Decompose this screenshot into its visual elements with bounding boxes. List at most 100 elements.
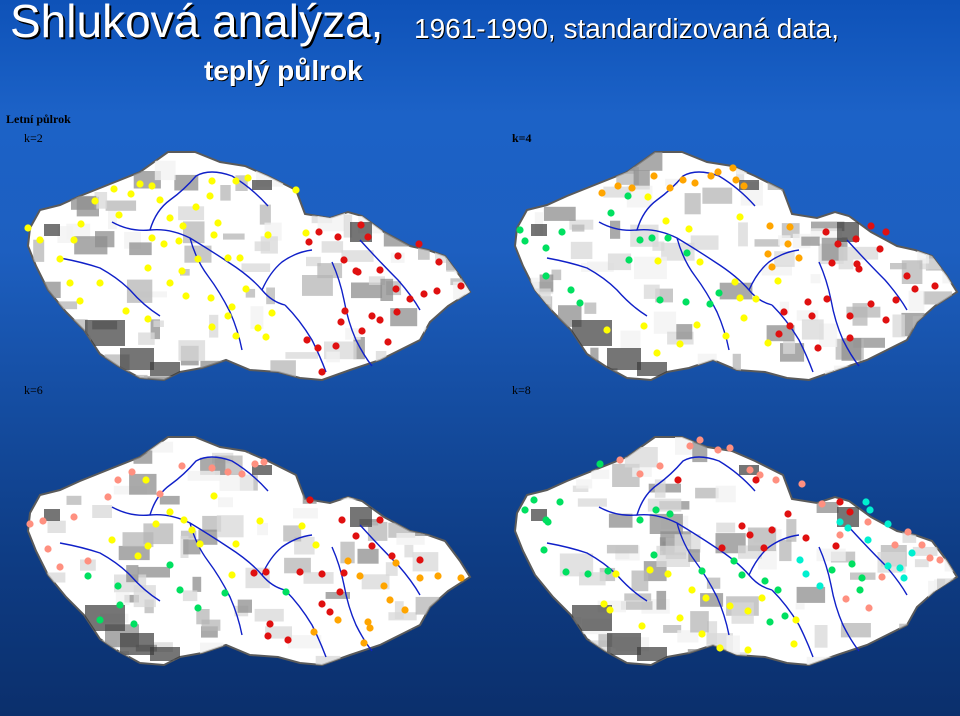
terrain-cell bbox=[539, 274, 554, 292]
station-dot-yellow bbox=[127, 190, 135, 198]
title-subtitle: 1961-1990, standardizovaná data, bbox=[414, 13, 839, 44]
terrain-cell bbox=[341, 250, 374, 262]
station-dot-green bbox=[652, 506, 660, 514]
station-dot-yellow bbox=[208, 177, 216, 185]
station-dot-yellow bbox=[134, 552, 142, 560]
terrain-cell bbox=[92, 505, 112, 518]
station-dot-salmon bbox=[84, 557, 92, 565]
terrain-cell bbox=[33, 239, 45, 262]
terrain-cell bbox=[620, 330, 641, 350]
terrain-cell bbox=[80, 559, 96, 571]
station-dot-green bbox=[625, 256, 633, 264]
station-dot-yellow bbox=[207, 294, 215, 302]
station-dot-yellow bbox=[56, 255, 64, 263]
terrain-cell bbox=[652, 241, 665, 251]
terrain-cell bbox=[174, 174, 199, 191]
river bbox=[111, 221, 286, 306]
panel-header: Letní půlrok bbox=[6, 112, 71, 126]
terrain-cell bbox=[881, 493, 908, 517]
station-dot-green bbox=[221, 589, 229, 597]
station-dot-orange bbox=[310, 628, 318, 636]
terrain-cell bbox=[315, 655, 341, 665]
terrain-cell bbox=[801, 319, 824, 340]
terrain-cell bbox=[287, 635, 322, 649]
terrain-cell bbox=[706, 577, 721, 589]
station-dot-yellow bbox=[731, 278, 739, 286]
station-dot-yellow bbox=[664, 570, 672, 578]
station-dot-red bbox=[376, 266, 384, 274]
station-dot-salmon bbox=[224, 468, 232, 476]
station-dot-red bbox=[354, 268, 362, 276]
station-dot-orange bbox=[729, 164, 737, 172]
terrain-cell bbox=[570, 241, 593, 259]
terrain-cell bbox=[738, 222, 748, 247]
station-dot-yellow bbox=[752, 295, 760, 303]
station-dot-green bbox=[607, 209, 615, 217]
station-dot-red bbox=[250, 569, 258, 577]
terrain-cell bbox=[250, 306, 264, 329]
station-dot-red bbox=[337, 318, 345, 326]
station-dot-green bbox=[558, 228, 566, 236]
station-dot-salmon bbox=[178, 462, 186, 470]
station-dot-red bbox=[388, 552, 396, 560]
station-dot-yellow bbox=[264, 231, 272, 239]
terrain-cell bbox=[842, 468, 875, 492]
station-dot-yellow bbox=[194, 255, 202, 263]
river bbox=[111, 506, 286, 591]
terrain-cell bbox=[126, 279, 153, 303]
terrain-cell bbox=[690, 611, 709, 633]
station-dot-yellow bbox=[758, 594, 766, 602]
panel-label-k4: k=4 bbox=[512, 131, 532, 145]
station-dot-yellow bbox=[96, 279, 104, 287]
station-dot-yellow bbox=[302, 229, 310, 237]
terrain-cell bbox=[690, 235, 719, 250]
station-dot-salmon bbox=[656, 462, 664, 470]
station-dot-salmon bbox=[44, 545, 52, 553]
station-dot-green bbox=[856, 586, 864, 594]
station-dot-yellow bbox=[644, 193, 652, 201]
station-dot-red bbox=[306, 496, 314, 504]
terrain-cell bbox=[47, 572, 66, 583]
terrain-cell bbox=[838, 246, 854, 270]
terrain-cell bbox=[853, 337, 885, 348]
station-dot-salmon bbox=[128, 468, 136, 476]
station-dot-salmon bbox=[208, 464, 216, 472]
terrain-cell bbox=[302, 275, 333, 296]
terrain-cell bbox=[937, 518, 957, 536]
terrain-cell bbox=[932, 606, 957, 627]
station-dot-red bbox=[852, 235, 860, 243]
mountain-shading bbox=[739, 180, 759, 190]
terrain-cell bbox=[343, 214, 353, 238]
station-dot-yellow bbox=[206, 192, 214, 200]
station-dot-salmon bbox=[865, 604, 873, 612]
terrain-cell bbox=[380, 278, 394, 301]
station-dot-red bbox=[334, 233, 342, 241]
station-dot-orange bbox=[666, 184, 674, 192]
station-dot-red bbox=[341, 307, 349, 315]
terrain-cell bbox=[607, 253, 632, 271]
station-dot-red bbox=[892, 296, 900, 304]
station-dot-green bbox=[848, 560, 856, 568]
station-dot-red bbox=[855, 265, 863, 273]
station-dot-orange bbox=[344, 557, 352, 565]
river bbox=[748, 534, 800, 576]
station-dot-red bbox=[802, 534, 810, 542]
station-dot-yellow bbox=[262, 333, 270, 341]
terrain-cell bbox=[154, 160, 176, 181]
station-dot-salmon bbox=[772, 476, 780, 484]
terrain-cell bbox=[584, 302, 597, 314]
terrain-cell bbox=[702, 187, 733, 204]
station-dot-red bbox=[284, 636, 292, 644]
mountain-shading bbox=[252, 465, 272, 475]
station-dot-green bbox=[650, 551, 658, 559]
station-dot-yellow bbox=[242, 285, 250, 293]
station-dot-green bbox=[576, 299, 584, 307]
terrain-cell bbox=[608, 513, 633, 528]
terrain-cell bbox=[801, 236, 820, 246]
mountain-shading bbox=[120, 348, 154, 370]
station-dots bbox=[26, 458, 465, 647]
station-dot-red bbox=[752, 476, 760, 484]
station-dot-green bbox=[544, 518, 552, 526]
terrain-cell bbox=[949, 480, 957, 490]
terrain-cell bbox=[219, 473, 254, 491]
